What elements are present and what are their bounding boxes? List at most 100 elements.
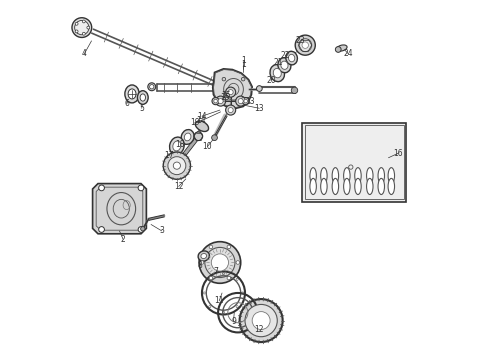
Ellipse shape	[198, 251, 209, 261]
Text: 24: 24	[343, 49, 353, 58]
Text: 16: 16	[393, 149, 403, 158]
Text: 15: 15	[220, 93, 229, 102]
Circle shape	[209, 276, 213, 280]
Text: 22: 22	[280, 51, 290, 60]
Ellipse shape	[270, 64, 285, 82]
Text: 3: 3	[159, 226, 164, 235]
Ellipse shape	[343, 179, 350, 194]
Circle shape	[335, 46, 341, 52]
Circle shape	[236, 96, 245, 106]
Ellipse shape	[320, 179, 327, 194]
Circle shape	[163, 152, 191, 179]
Text: 21: 21	[273, 58, 283, 67]
Ellipse shape	[332, 168, 339, 184]
Circle shape	[173, 162, 180, 169]
Ellipse shape	[148, 83, 156, 91]
Circle shape	[194, 132, 203, 140]
Text: 17: 17	[164, 151, 174, 160]
Circle shape	[138, 226, 144, 232]
Ellipse shape	[388, 179, 394, 194]
Polygon shape	[93, 184, 147, 234]
Circle shape	[222, 77, 226, 81]
Ellipse shape	[140, 94, 146, 101]
Text: 4: 4	[82, 49, 87, 58]
Text: 23: 23	[295, 36, 305, 45]
Text: 15: 15	[221, 91, 231, 100]
Circle shape	[82, 20, 85, 23]
Ellipse shape	[181, 130, 194, 144]
Text: 12: 12	[174, 182, 183, 191]
Ellipse shape	[388, 168, 394, 184]
Circle shape	[211, 254, 228, 271]
Circle shape	[245, 305, 277, 337]
Circle shape	[291, 87, 298, 94]
Text: 18: 18	[175, 140, 184, 149]
Ellipse shape	[74, 21, 89, 35]
Circle shape	[302, 42, 309, 48]
Ellipse shape	[310, 179, 317, 194]
Text: 9: 9	[231, 317, 236, 326]
Circle shape	[205, 247, 235, 278]
Ellipse shape	[281, 61, 288, 69]
Ellipse shape	[170, 137, 184, 155]
Ellipse shape	[125, 85, 139, 103]
Text: 1: 1	[241, 57, 245, 66]
Ellipse shape	[332, 179, 339, 194]
Circle shape	[228, 90, 233, 95]
Ellipse shape	[367, 168, 373, 184]
Circle shape	[242, 77, 245, 81]
Circle shape	[98, 226, 104, 232]
Ellipse shape	[72, 18, 92, 37]
Ellipse shape	[273, 68, 281, 78]
Text: 12: 12	[255, 325, 264, 334]
Circle shape	[138, 185, 144, 191]
Circle shape	[228, 108, 233, 113]
Ellipse shape	[378, 179, 385, 194]
Ellipse shape	[343, 168, 350, 184]
Ellipse shape	[310, 168, 317, 184]
Text: 19: 19	[190, 118, 199, 127]
Ellipse shape	[201, 253, 207, 258]
Circle shape	[238, 99, 243, 104]
Bar	[302, 123, 406, 202]
Ellipse shape	[355, 168, 361, 184]
Ellipse shape	[289, 54, 295, 62]
Ellipse shape	[355, 179, 361, 194]
Circle shape	[236, 261, 240, 264]
Circle shape	[295, 35, 315, 55]
Ellipse shape	[378, 168, 385, 184]
Ellipse shape	[244, 99, 247, 103]
Ellipse shape	[149, 85, 154, 89]
Circle shape	[200, 261, 204, 264]
Ellipse shape	[128, 89, 136, 99]
Circle shape	[82, 32, 85, 35]
Circle shape	[199, 242, 241, 283]
Text: 6: 6	[124, 99, 129, 108]
Circle shape	[141, 226, 145, 231]
Ellipse shape	[173, 141, 181, 151]
Text: 20: 20	[266, 76, 276, 85]
Ellipse shape	[320, 168, 327, 184]
Circle shape	[252, 312, 270, 329]
Text: 2: 2	[121, 235, 125, 244]
Text: 1: 1	[241, 60, 245, 69]
Ellipse shape	[196, 121, 209, 131]
Circle shape	[75, 30, 78, 33]
Polygon shape	[213, 69, 252, 108]
Circle shape	[216, 96, 225, 106]
Circle shape	[75, 22, 78, 25]
Circle shape	[168, 157, 186, 175]
Circle shape	[299, 39, 312, 51]
Circle shape	[227, 245, 231, 249]
Ellipse shape	[278, 58, 291, 73]
Circle shape	[256, 86, 262, 91]
Text: 11: 11	[215, 296, 224, 305]
Ellipse shape	[212, 98, 219, 105]
Text: 13: 13	[254, 104, 264, 113]
Circle shape	[225, 105, 236, 115]
Text: 14: 14	[196, 116, 206, 125]
Text: 8: 8	[198, 261, 202, 270]
Ellipse shape	[137, 91, 148, 104]
Circle shape	[87, 26, 90, 29]
Circle shape	[242, 98, 245, 101]
